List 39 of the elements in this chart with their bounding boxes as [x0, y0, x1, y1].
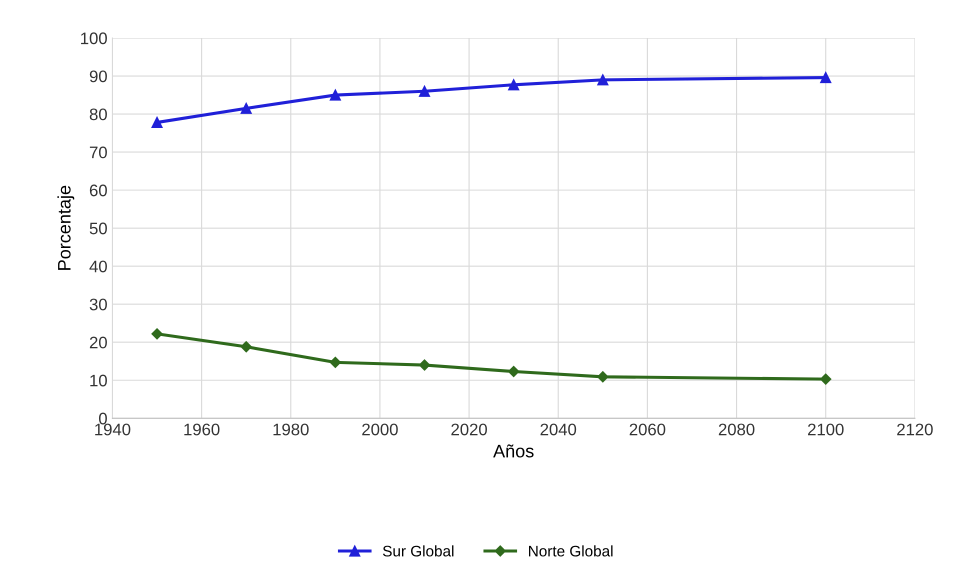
x-tick-label: 2040: [540, 424, 576, 436]
point: [418, 359, 430, 371]
x-tick-label: 2060: [630, 424, 666, 436]
y-tick-label: 30: [90, 298, 107, 310]
x-tick-label: 2020: [451, 424, 487, 436]
y-tick-label: 50: [90, 222, 107, 234]
point: [240, 102, 252, 114]
point: [330, 90, 341, 101]
point: [597, 74, 608, 86]
point: [508, 79, 520, 90]
x-tick-label: 1980: [274, 424, 309, 436]
point: [151, 116, 163, 128]
x-tick-label: 2000: [362, 424, 398, 436]
y-tick-label: 20: [90, 336, 107, 348]
y-tick-label: 40: [89, 260, 107, 272]
legend-label: Norte Global: [529, 545, 613, 557]
legend-label: Sur Global: [382, 545, 454, 557]
x-tick-label: 1960: [184, 424, 220, 436]
point: [240, 341, 252, 352]
y-tick-label: 10: [90, 374, 107, 386]
point: [418, 86, 430, 97]
point: [820, 72, 832, 84]
y-tick-label: 90: [90, 70, 107, 82]
x-tick-label: 2080: [718, 424, 754, 436]
y-tick-label: 100: [81, 32, 107, 44]
y-tick-label: 60: [90, 184, 107, 196]
point: [330, 356, 341, 368]
x-tick-label: 2120: [897, 424, 933, 436]
y-axis-title: Porcentaje: [57, 186, 74, 270]
y-tick-label: 70: [90, 146, 107, 158]
x-tick-label: 1940: [95, 424, 130, 436]
point: [151, 328, 163, 340]
x-tick-label: 2100: [808, 424, 844, 436]
point: [597, 371, 608, 382]
point: [820, 374, 832, 385]
x-axis-title: Años: [493, 444, 534, 458]
y-tick-label: 0: [98, 412, 107, 424]
y-tick-label: 80: [90, 108, 107, 120]
point: [508, 366, 520, 378]
